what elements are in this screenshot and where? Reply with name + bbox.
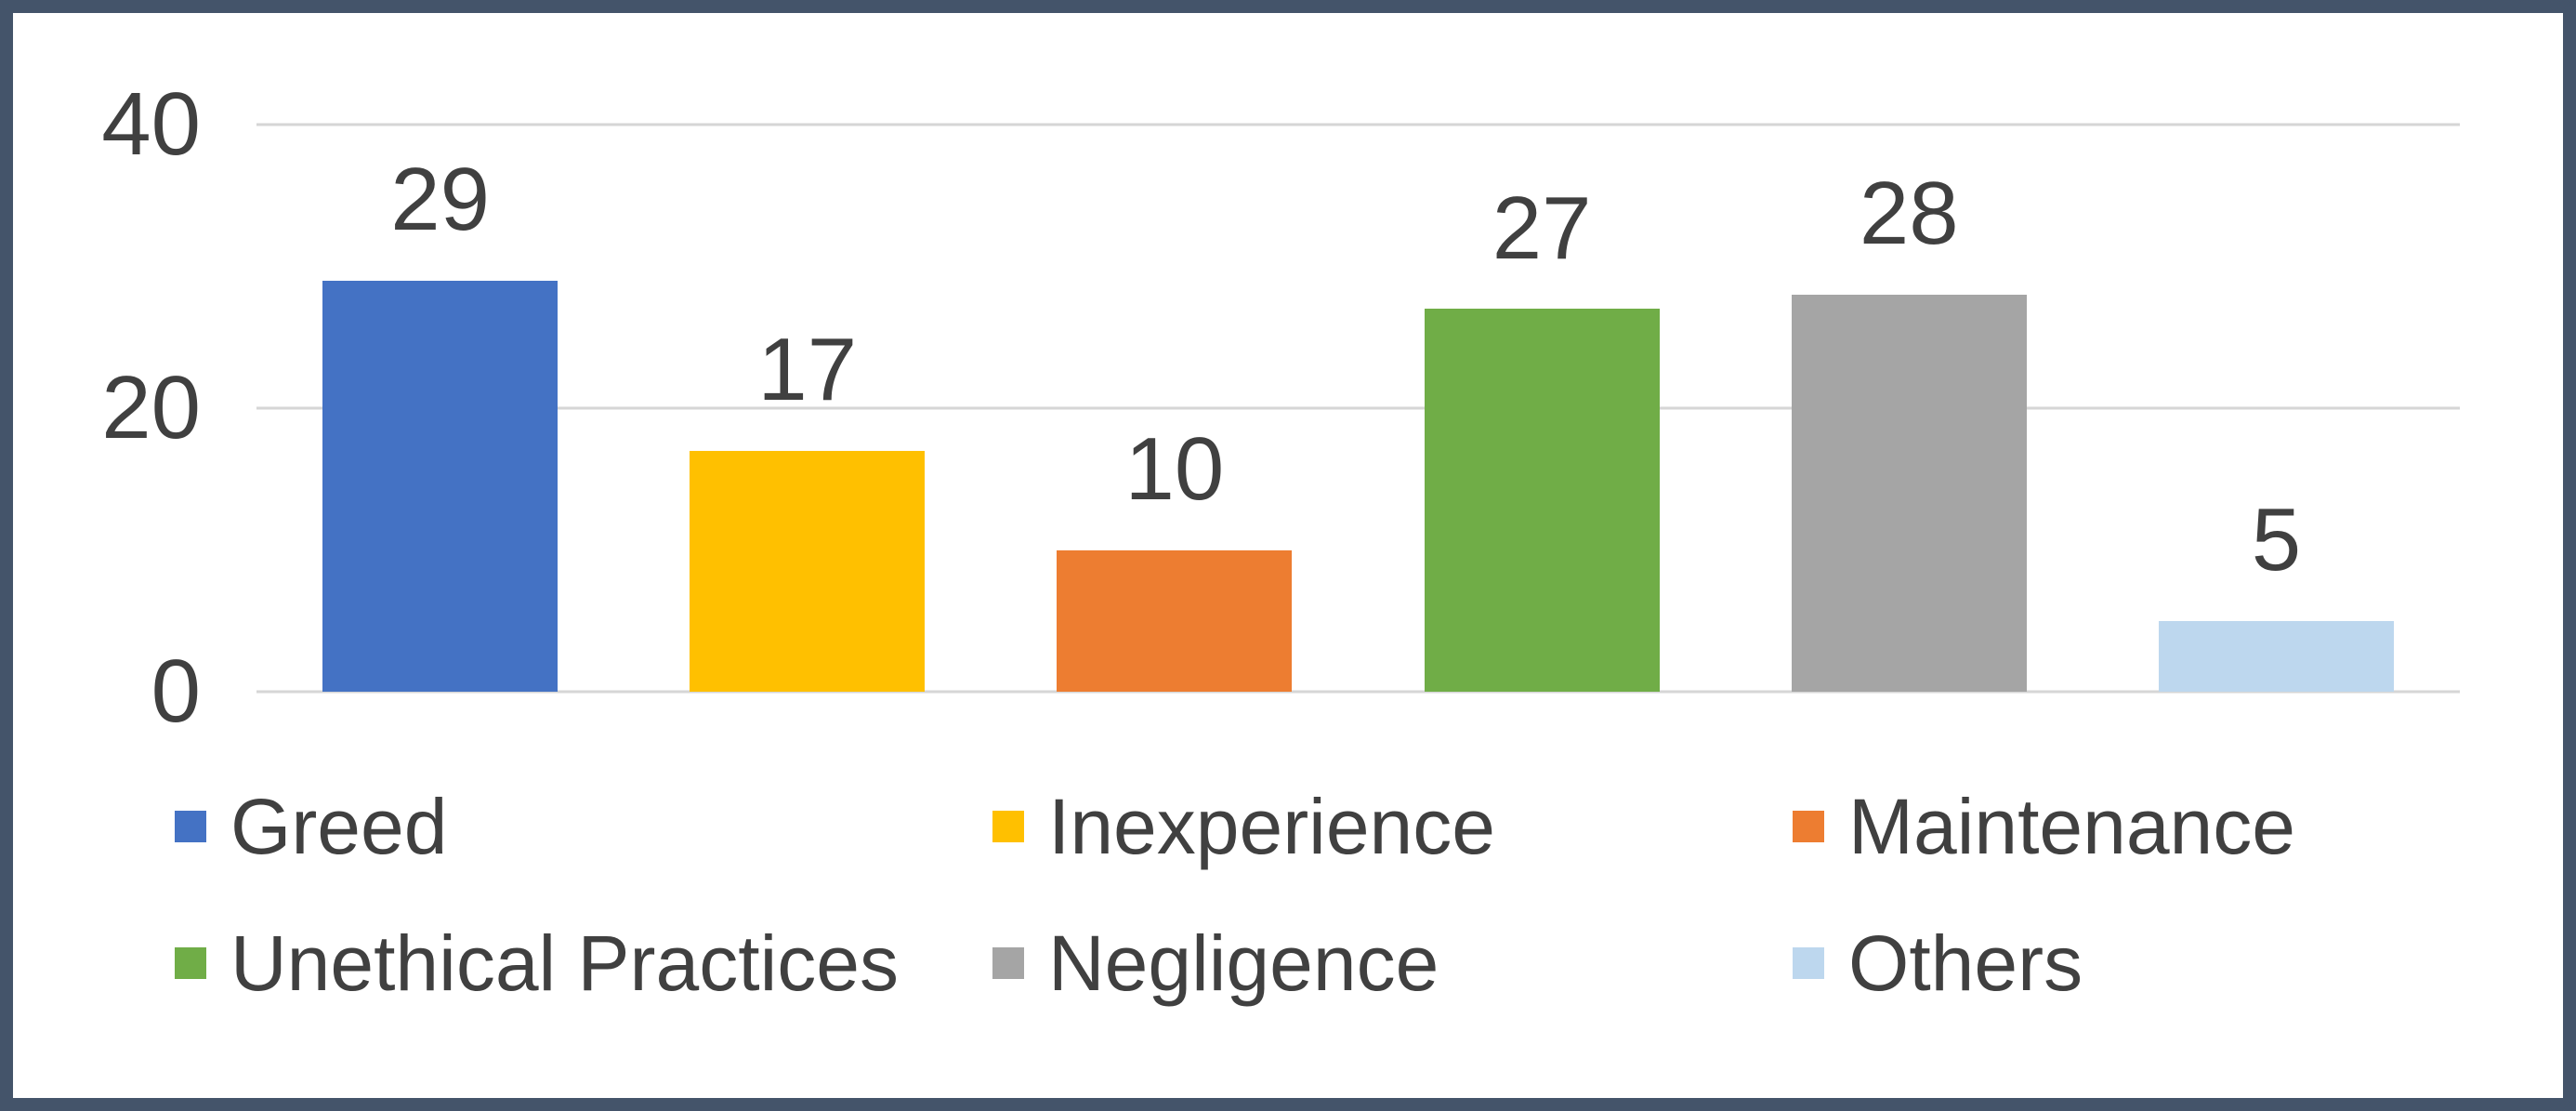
legend-marker-inexperience-icon [992,810,1024,842]
y-tick-label-40: 40 [101,74,201,174]
legend-label-unethical-practices: Unethical Practices [230,919,899,1007]
legend-marker-others-icon [1793,946,1824,979]
bar-slot-maintenance: 10 [991,125,1358,692]
bar-others[interactable] [2158,620,2394,692]
legend-item-others[interactable]: Others [1793,918,2466,1008]
y-tick-label-0: 0 [151,641,201,741]
bars: 29 17 10 27 28 5 [256,125,2460,692]
legend-item-negligence[interactable]: Negligence [992,918,1793,1008]
legend-label-negligence: Negligence [1048,919,1439,1007]
gridline-0 [256,690,2460,694]
bar-slot-greed: 29 [256,125,624,692]
legend-marker-greed-icon [175,810,206,842]
gridlines [256,123,2460,694]
bar-negligence[interactable] [1791,295,2027,692]
data-label-maintenance: 10 [1124,418,1225,519]
data-label-negligence: 28 [1859,164,1959,264]
legend-marker-maintenance-icon [1793,810,1824,842]
data-label-others: 5 [2251,490,2302,590]
data-label-unethical-practices: 27 [1492,178,1592,278]
chart-inner: 0 20 40 29 17 10 27 28 5 Greed Inexperience Maint… [26,26,2550,1085]
bar-slot-others: 5 [2093,125,2460,692]
legend-label-greed: Greed [230,782,448,870]
bar-slot-inexperience: 17 [624,125,991,692]
gridline-20 [256,406,2460,410]
legend-item-maintenance[interactable]: Maintenance [1793,781,2466,871]
legend-marker-unethical-practices-icon [175,946,206,979]
y-axis: 0 20 40 [26,80,256,736]
bar-inexperience[interactable] [690,450,926,692]
plot-row: 0 20 40 29 17 10 27 28 5 [26,80,2550,736]
legend-label-others: Others [1848,919,2083,1007]
legend-item-unethical-practices[interactable]: Unethical Practices [175,918,992,1008]
legend-label-maintenance: Maintenance [1848,782,2295,870]
bar-unethical-practices[interactable] [1424,309,1660,692]
bar-slot-negligence: 28 [1726,125,2093,692]
legend: Greed Inexperience Maintenance Unethical Pr… [175,781,2466,1008]
legend-marker-negligence-icon [992,946,1024,979]
data-label-greed: 29 [390,150,490,250]
gridline-40 [256,123,2460,126]
legend-item-greed[interactable]: Greed [175,781,992,871]
bar-greed[interactable] [322,280,559,692]
bar-maintenance[interactable] [1057,549,1293,692]
y-tick-label-20: 20 [101,358,201,457]
bar-slot-unethical-practices: 27 [1359,125,1726,692]
legend-item-inexperience[interactable]: Inexperience [992,781,1793,871]
plot-area: 29 17 10 27 28 5 [256,123,2460,694]
legend-label-inexperience: Inexperience [1048,782,1495,870]
data-label-inexperience: 17 [757,320,858,420]
